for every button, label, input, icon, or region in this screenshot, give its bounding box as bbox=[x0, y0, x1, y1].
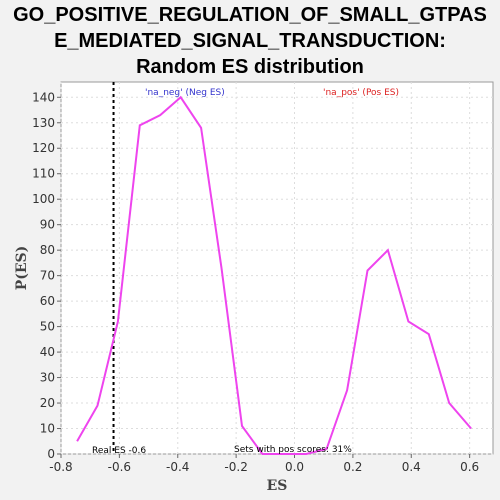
title-line-3: Random ES distribution bbox=[136, 56, 364, 78]
y-tick-label: 10 bbox=[40, 422, 55, 436]
y-tick-label: 130 bbox=[32, 116, 55, 130]
series-line bbox=[76, 95, 472, 455]
x-axis-label: ES bbox=[267, 478, 288, 494]
chart-title: GO_POSITIVE_REGULATION_OF_SMALL_GTPAS E_… bbox=[0, 2, 500, 80]
real-es-label: Real ES -0.6 bbox=[92, 446, 146, 456]
x-tick-label: -0.6 bbox=[108, 460, 131, 474]
x-tick-label: 0.4 bbox=[402, 460, 421, 474]
y-axis-label: P(ES) bbox=[14, 246, 30, 291]
y-tick-label: 120 bbox=[32, 141, 55, 155]
x-tick-label: -0.2 bbox=[224, 460, 247, 474]
title-line-1: GO_POSITIVE_REGULATION_OF_SMALL_GTPAS bbox=[13, 4, 487, 26]
y-tick-label: 50 bbox=[40, 320, 55, 334]
y-tick-label: 30 bbox=[40, 371, 55, 385]
y-tick-label: 0 bbox=[47, 447, 55, 461]
neg-annotation: 'na_neg' (Neg ES) bbox=[145, 88, 225, 98]
y-tick-label: 40 bbox=[40, 345, 55, 359]
grid bbox=[60, 82, 493, 455]
x-tick-label: -0.8 bbox=[49, 460, 72, 474]
y-tick-label: 20 bbox=[40, 396, 55, 410]
plot-area bbox=[60, 81, 494, 455]
x-tick-label: 0.6 bbox=[460, 460, 479, 474]
x-tick-label: -0.4 bbox=[166, 460, 189, 474]
y-tick-label: 100 bbox=[32, 192, 55, 206]
pos-annotation: 'na_pos' (Pos ES) bbox=[323, 88, 399, 98]
ticks: 0 10 20 30 40 50 60 70 80 90 100 110 120 130 140 -0.8 -0… bbox=[32, 90, 479, 474]
y-tick-label: 140 bbox=[32, 90, 55, 104]
y-tick-label: 90 bbox=[40, 218, 55, 232]
pos-scores-label: Sets with pos scores: 31% bbox=[234, 445, 352, 455]
x-tick-label: 0.0 bbox=[285, 460, 304, 474]
y-tick-label: 110 bbox=[32, 167, 55, 181]
y-tick-label: 80 bbox=[40, 243, 55, 257]
title-line-2: E_MEDIATED_SIGNAL_TRANSDUCTION: bbox=[54, 30, 446, 52]
y-tick-label: 60 bbox=[40, 294, 55, 308]
y-tick-label: 70 bbox=[40, 269, 55, 283]
x-tick-label: 0.2 bbox=[343, 460, 362, 474]
